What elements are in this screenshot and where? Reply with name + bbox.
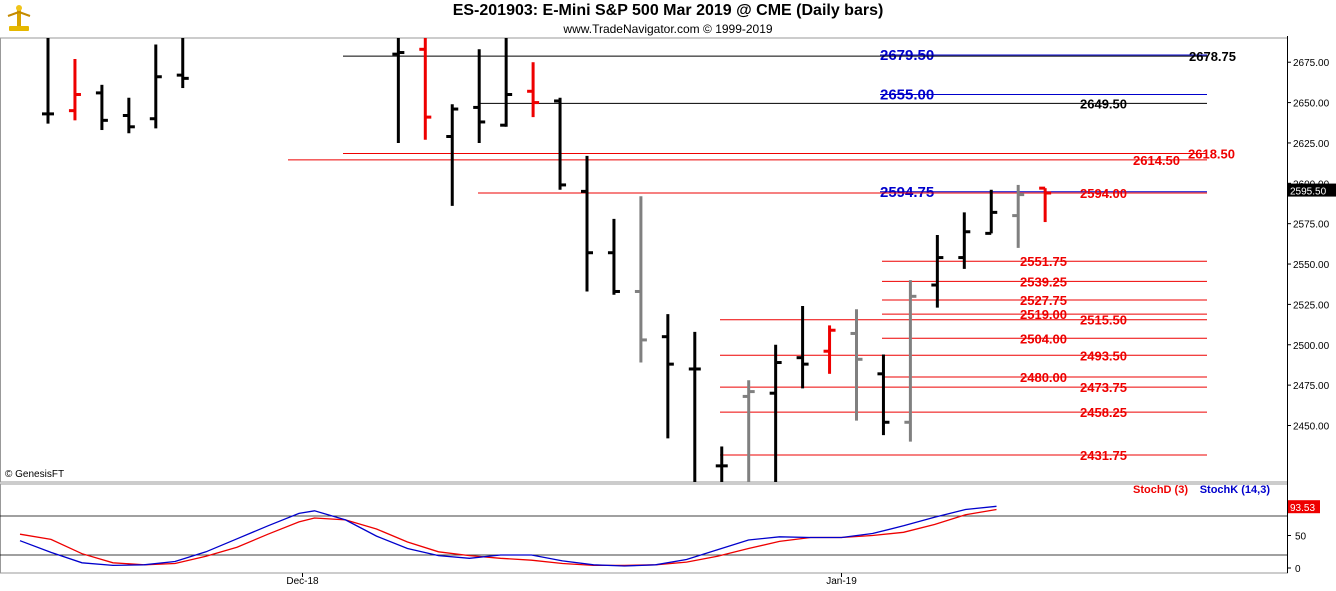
level-label: 2515.50	[1080, 313, 1127, 328]
price-tick-label: 2675.00	[1293, 58, 1330, 69]
ohlc-bar	[446, 104, 459, 206]
ohlc-bar	[500, 38, 513, 127]
level-label: 2551.75	[1020, 254, 1067, 269]
legend-stochk: StochK (14,3)	[1200, 484, 1271, 496]
date-tick-label: Dec-18	[286, 576, 319, 587]
price-tick-label: 2625.00	[1293, 139, 1330, 150]
ohlc-bar	[850, 309, 863, 421]
level-label: 2493.50	[1080, 348, 1127, 363]
price-levels: 2679.50 2678.75 2655.00 2649.50 2618.50 2614.…	[288, 47, 1236, 463]
price-tick-label: 2450.00	[1293, 421, 1330, 432]
price-tick-label: 2650.00	[1293, 99, 1330, 110]
ohlc-bar	[527, 62, 540, 118]
ohlc-bar	[607, 218, 620, 295]
price-tick-label: 2525.00	[1293, 300, 1330, 311]
level-label: 2480.00	[1020, 370, 1067, 385]
ohlc-bar	[473, 49, 486, 143]
price-tick-label: 2550.00	[1293, 260, 1330, 271]
ohlc-bar	[823, 325, 836, 374]
ohlc-bar	[769, 344, 782, 482]
level-label: 2519.00	[1020, 307, 1067, 322]
stochastic-axis: 0 50 93.53	[1287, 500, 1320, 575]
level-label: 2539.25	[1020, 274, 1067, 289]
ohlc-bar	[554, 97, 567, 190]
ohlc-bar	[634, 196, 647, 363]
ohlc-bar	[985, 189, 998, 235]
ohlc-bar	[904, 280, 917, 442]
ohlc-bar	[149, 44, 162, 129]
pane-frames	[0, 36, 1288, 574]
level-label: 2431.75	[1080, 448, 1127, 463]
stoch-series-line	[19, 505, 997, 567]
ohlc-bar	[1012, 184, 1025, 248]
ohlc-bar	[796, 306, 809, 389]
ohlc-bar	[877, 354, 890, 436]
last-price-label: 2595.50	[1290, 187, 1327, 198]
price-tick-label: 2575.00	[1293, 220, 1330, 231]
stoch-tick-label: 0	[1295, 564, 1301, 575]
legend-stochd: StochD (3)	[1133, 484, 1188, 496]
ohlc-bar	[122, 97, 135, 134]
ohlc-bar	[661, 314, 674, 439]
ohlc-bar	[95, 84, 108, 131]
price-axis: 2450.00 2475.00 2500.00 2525.00 2550.00 2575.…	[1287, 58, 1336, 432]
level-label: 2458.25	[1080, 405, 1127, 420]
stoch-tick-label: 50	[1295, 532, 1307, 543]
level-label: 2679.50	[880, 47, 934, 64]
stoch-last-label: 93.53	[1290, 503, 1315, 514]
stoch-series-line	[19, 508, 997, 567]
level-label: 2504.00	[1020, 331, 1067, 346]
trade-navigator-logo-icon	[7, 5, 31, 31]
level-label: 2649.50	[1080, 96, 1127, 111]
ohlc-bar	[1039, 186, 1052, 223]
chart-title: ES-201903: E-Mini S&P 500 Mar 2019 @ CME…	[452, 2, 884, 19]
ohlc-bar	[688, 331, 701, 482]
ohlc-bar	[742, 380, 755, 482]
stoch-last-box	[1288, 500, 1320, 514]
level-label: 2527.75	[1020, 293, 1067, 308]
level-label: 2614.50	[1133, 153, 1180, 168]
level-label: 2618.50	[1188, 146, 1235, 161]
level-label: 2594.75	[880, 184, 934, 201]
date-axis: Dec-18 Jan-19	[286, 573, 857, 587]
level-label: 2473.75	[1080, 380, 1127, 395]
price-tick-label: 2475.00	[1293, 381, 1330, 392]
level-label: 2678.75	[1189, 49, 1236, 64]
ohlc-bar	[419, 38, 432, 140]
copyright-label: © GenesisFT	[5, 469, 65, 480]
stochastic-pane: StochD (3) StochK (14,3)	[0, 484, 1287, 567]
price-tick-label: 2500.00	[1293, 341, 1330, 352]
last-price-box	[1288, 183, 1336, 197]
date-tick-label: Jan-19	[826, 576, 857, 587]
ohlc-bar	[68, 58, 81, 121]
ohlc-bars	[42, 38, 1052, 482]
level-label: 2655.00	[880, 87, 934, 104]
ohlc-bar	[931, 234, 944, 308]
level-label: 2594.00	[1080, 186, 1127, 201]
ohlc-bar	[958, 212, 971, 269]
ohlc-bar	[176, 38, 189, 89]
ohlc-bar	[392, 38, 405, 143]
ohlc-bar	[581, 155, 593, 292]
chart-subtitle: www.TradeNavigator.com © 1999-2019	[563, 22, 773, 36]
ohlc-bar	[715, 446, 728, 482]
ohlc-bar	[42, 38, 54, 124]
